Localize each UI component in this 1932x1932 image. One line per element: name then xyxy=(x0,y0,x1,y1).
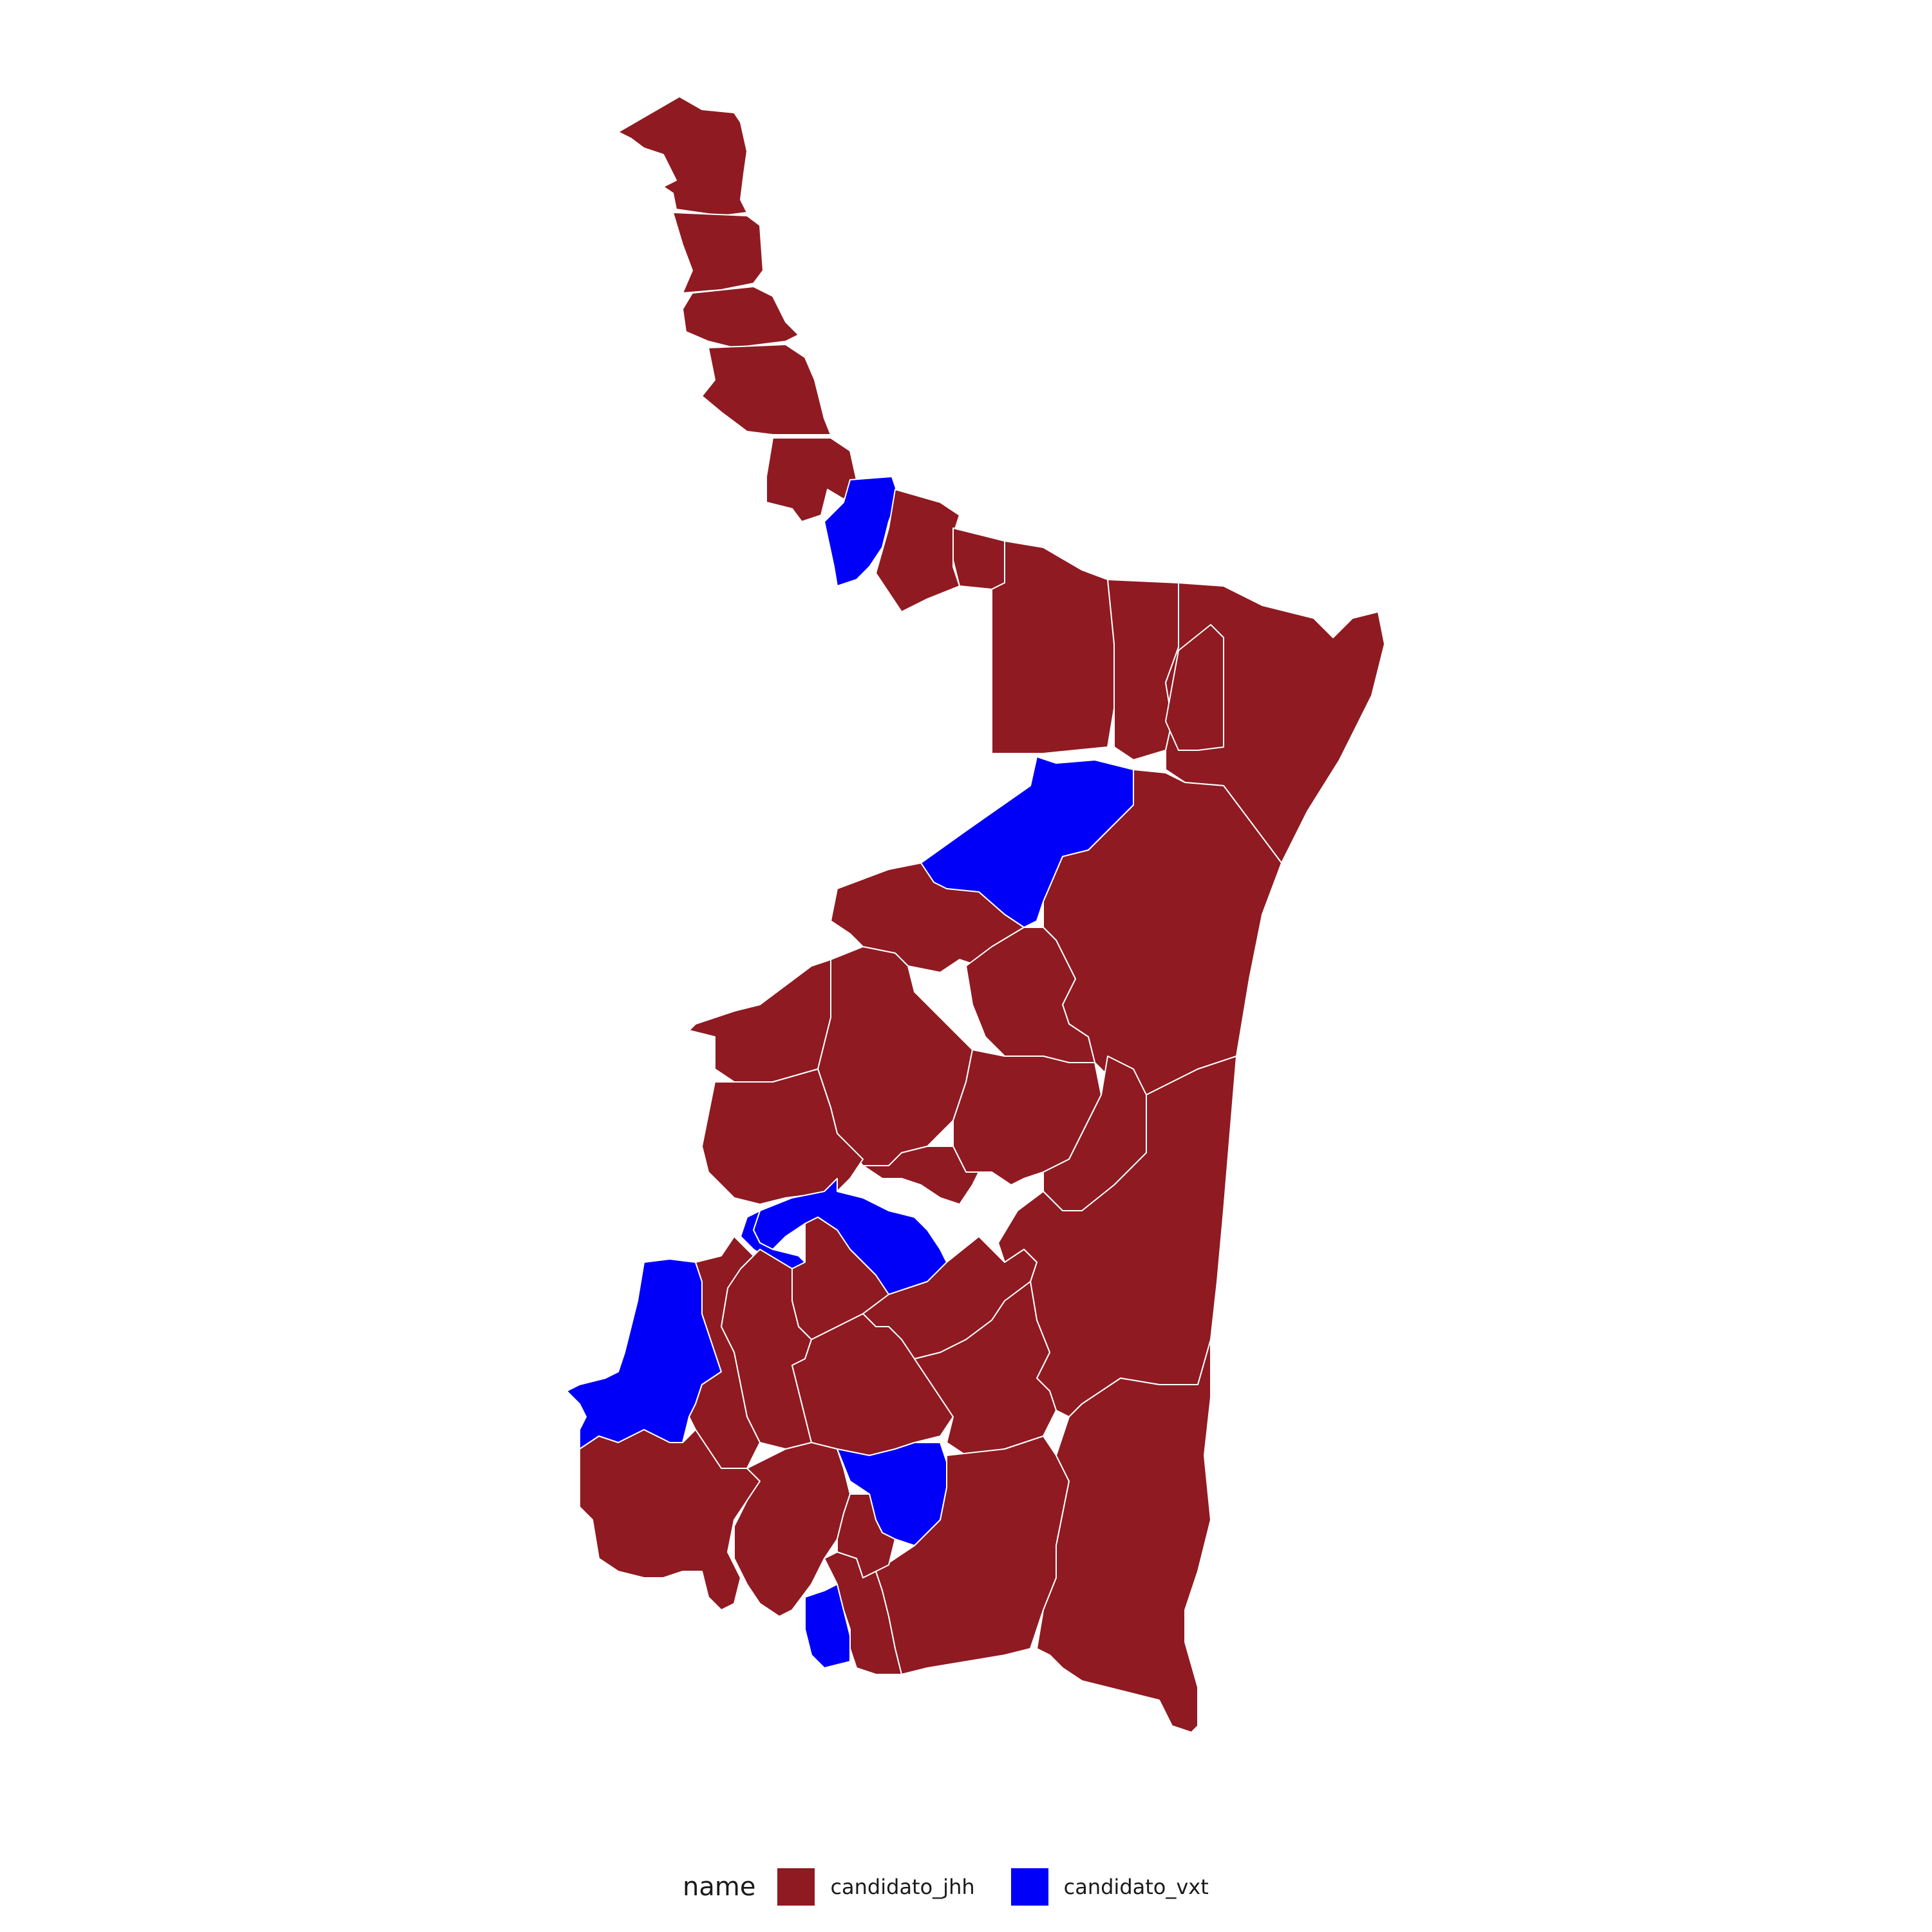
municipality-n4[interactable] xyxy=(701,344,831,435)
municipality-s2b[interactable] xyxy=(740,1210,806,1269)
municipality-s8[interactable] xyxy=(791,1313,954,1456)
municipality-s9[interactable] xyxy=(914,1281,1057,1456)
municipality-n3[interactable] xyxy=(682,286,799,348)
municipality-c4[interactable] xyxy=(965,927,1095,1063)
legend-item-candidato-jhh: candidato_jhh xyxy=(777,1868,975,1906)
municipality-s16[interactable] xyxy=(824,1551,902,1675)
municipality-c5[interactable] xyxy=(688,959,831,1083)
municipality-c8[interactable] xyxy=(701,1068,864,1205)
municipality-e2[interactable] xyxy=(1107,579,1179,761)
map-legend: name candidato_jhh candidato_vxt xyxy=(0,1858,1932,1916)
municipality-n6[interactable] xyxy=(766,437,857,522)
municipality-c9[interactable] xyxy=(862,1146,980,1205)
municipality-s14[interactable] xyxy=(1036,1339,1211,1733)
legend-key-candidato-jhh xyxy=(777,1868,815,1906)
legend-title: name xyxy=(683,1872,756,1902)
legend-item-candidato-vxt: candidato_vxt xyxy=(1010,1868,1209,1906)
legend-label-candidato-jhh: candidato_jhh xyxy=(830,1875,975,1899)
municipality-e4[interactable] xyxy=(1165,624,1224,751)
legend-row: name candidato_jhh candidato_vxt xyxy=(683,1858,1228,1916)
municipality-n2[interactable] xyxy=(672,212,764,294)
municipality-n7b[interactable] xyxy=(952,527,1012,590)
municipality-n1[interactable] xyxy=(618,96,748,216)
municipality-e1[interactable] xyxy=(991,540,1115,754)
municipality-s6[interactable] xyxy=(688,1236,761,1469)
legend-label-candidato-vxt: candidato_vxt xyxy=(1063,1875,1209,1899)
legend-key-candidato-vxt xyxy=(1010,1868,1048,1906)
municipality-s10[interactable] xyxy=(579,1429,761,1611)
municipality-c6[interactable] xyxy=(817,946,973,1166)
